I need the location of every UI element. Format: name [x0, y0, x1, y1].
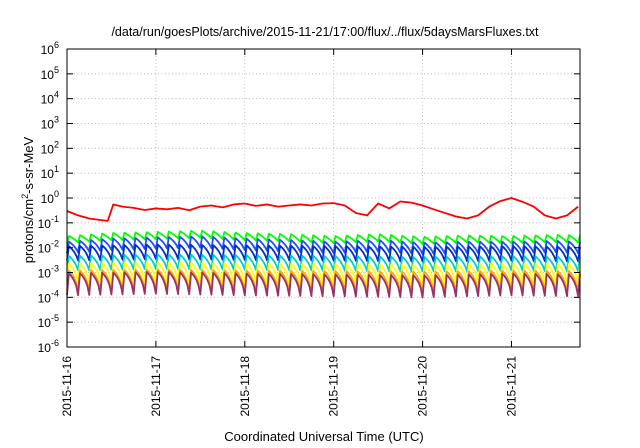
- y-tick-base: 10: [38, 217, 52, 231]
- y-tick-exp: 0: [54, 189, 59, 199]
- y-tick-exp: -5: [51, 313, 59, 323]
- series-line-5: [66, 253, 581, 273]
- x-tick-label: 2015-11-21: [504, 356, 518, 417]
- y-tick-label: 10-6: [38, 338, 59, 355]
- x-tick-label: 2015-11-16: [60, 356, 74, 417]
- y-axis-label-rest: -s-sr-MeV: [21, 136, 36, 193]
- y-tick-exp: 2: [54, 139, 59, 149]
- y-tick-base: 10: [38, 242, 52, 256]
- y-tick-base: 10: [38, 341, 52, 355]
- series-line-8: [66, 270, 581, 299]
- y-tick-base: 10: [41, 167, 55, 181]
- y-tick-exp: 6: [54, 40, 59, 50]
- y-tick-exp: -3: [51, 264, 59, 274]
- chart-title: /data/run/goesPlots/archive/2015-11-21/1…: [111, 25, 539, 39]
- y-tick-label: 10-4: [38, 288, 59, 305]
- y-tick-label: 103: [41, 115, 59, 132]
- y-tick-label: 106: [41, 40, 59, 57]
- series-line-1: [66, 197, 579, 222]
- y-tick-exp: -1: [51, 214, 59, 224]
- series-layer: [66, 197, 581, 299]
- ticks: [66, 48, 580, 348]
- series-line-2: [66, 229, 581, 245]
- y-tick-label: 10-5: [38, 313, 59, 330]
- y-tick-exp: -6: [51, 338, 59, 348]
- y-tick-base: 10: [38, 316, 52, 330]
- y-tick-exp: 4: [54, 90, 59, 100]
- y-tick-label: 102: [41, 139, 59, 156]
- y-axis-label: protons/cm2-s-sr-MeV: [20, 136, 36, 263]
- y-tick-label: 10-2: [38, 239, 59, 256]
- y-tick-base: 10: [38, 267, 52, 281]
- y-tick-label: 100: [41, 189, 59, 206]
- y-tick-base: 10: [38, 291, 52, 305]
- y-tick-exp: 1: [54, 164, 59, 174]
- y-axis-label-main: protons/cm: [21, 199, 36, 263]
- x-axis-label: Coordinated Universal Time (UTC): [224, 429, 423, 444]
- x-tick-label: 2015-11-17: [149, 356, 163, 417]
- x-tick-label: 2015-11-20: [416, 356, 430, 417]
- y-tick-labels: 10-610-510-410-310-210-11001011021031041…: [38, 40, 59, 355]
- y-tick-label: 10-3: [38, 264, 59, 281]
- y-tick-base: 10: [41, 118, 55, 132]
- y-tick-exp: 3: [54, 115, 59, 125]
- y-tick-label: 105: [41, 65, 59, 82]
- y-tick-label: 101: [41, 164, 59, 181]
- x-tick-label: 2015-11-18: [238, 356, 252, 417]
- y-tick-base: 10: [41, 192, 55, 206]
- x-tick-label: 2015-11-19: [327, 356, 341, 417]
- y-tick-exp: 5: [54, 65, 59, 75]
- y-tick-label: 104: [41, 90, 59, 107]
- y-tick-label: 10-1: [38, 214, 59, 231]
- grid: [67, 49, 580, 347]
- y-axis-label-sup: 2: [20, 194, 30, 199]
- y-tick-base: 10: [41, 68, 55, 82]
- y-tick-base: 10: [41, 93, 55, 107]
- series-line-4: [66, 243, 581, 263]
- y-tick-exp: -4: [51, 288, 59, 298]
- x-tick-labels: 2015-11-16 2015-11-17 2015-11-18 2015-11-19…: [60, 356, 518, 417]
- y-tick-base: 10: [41, 142, 55, 156]
- y-tick-base: 10: [41, 43, 55, 57]
- y-tick-exp: -2: [51, 239, 59, 249]
